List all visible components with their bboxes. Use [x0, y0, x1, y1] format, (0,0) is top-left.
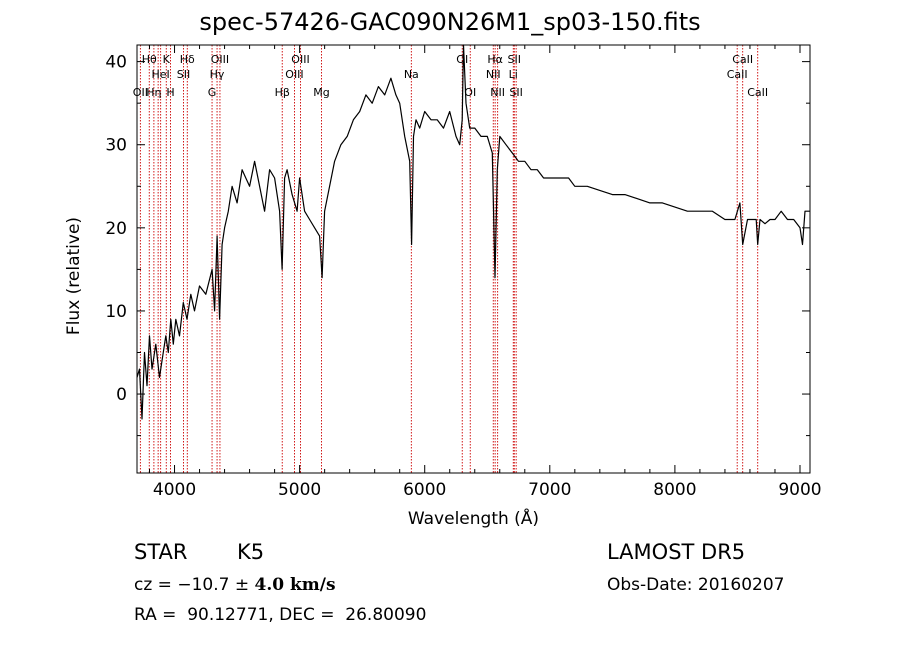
chart-title: spec-57426-GAC090N26M1_sp03-150.fits — [199, 8, 701, 36]
y-tick-label: 20 — [105, 219, 127, 239]
line-marker-label: Li — [509, 68, 518, 81]
cz-value: cz = −10.7 ± — [134, 575, 255, 595]
y-tick-label: 30 — [105, 136, 127, 156]
obs-date: Obs-Date: 20160207 — [607, 575, 785, 595]
line-marker-label: NII — [490, 86, 505, 99]
ra-dec: RA = 90.12771, DEC = 26.80090 — [134, 605, 427, 625]
x-axis-label: Wavelength (Å) — [407, 509, 540, 529]
line-marker-label: NII — [486, 68, 501, 81]
y-axis-label: Flux (relative) — [64, 216, 84, 336]
line-marker-label: OI — [456, 53, 468, 66]
line-marker-label: SII — [508, 53, 521, 66]
survey-name: LAMOST DR5 — [607, 540, 746, 564]
line-marker-label: K — [163, 53, 171, 66]
line-marker-label: OIII — [211, 53, 229, 66]
line-marker-labels: OIIHθHηHeIKHSIIHδGHγOIIIHβOIIIOIIIMgNaOI… — [133, 53, 768, 99]
y-axis-ticks: 0 10 20 30 40 — [105, 53, 810, 437]
line-marker-label: OIII — [291, 53, 309, 66]
x-axis-ticks: 4000 5000 6000 7000 8000 9000 — [149, 45, 822, 500]
x-tick-label: 7000 — [528, 480, 571, 500]
cz-error: 4.0 km/s — [254, 575, 336, 595]
line-marker-label: OIII — [285, 68, 303, 81]
line-marker-label: Hδ — [180, 53, 195, 66]
y-tick-label: 40 — [105, 53, 127, 73]
object-subclass: K5 — [237, 540, 265, 564]
line-marker-label: SII — [509, 86, 522, 99]
line-marker-label: CaII — [732, 53, 753, 66]
redshift-cz: cz = −10.7 ± 4.0 km/s — [134, 575, 336, 595]
spectrum-line — [136, 44, 810, 420]
line-marker-label: G — [208, 86, 217, 99]
x-tick-label: 8000 — [653, 480, 696, 500]
line-marker-label: Mg — [313, 86, 329, 99]
line-marker-label: Hα — [487, 53, 503, 66]
line-marker-label: Hη — [146, 86, 161, 99]
line-marker-label: CaII — [747, 86, 768, 99]
line-marker-label: Na — [404, 68, 419, 81]
line-marker-label: SII — [177, 68, 190, 81]
line-marker-label: Hβ — [275, 86, 290, 99]
object-class: STAR — [134, 540, 188, 564]
y-tick-label: 0 — [116, 385, 127, 405]
line-marker-label: OI — [464, 86, 476, 99]
line-marker-label: Hγ — [210, 68, 225, 81]
y-tick-label: 10 — [105, 302, 127, 322]
x-tick-label: 9000 — [778, 480, 821, 500]
line-marker-label: H — [166, 86, 174, 99]
x-tick-label: 5000 — [278, 480, 321, 500]
plot-frame — [136, 44, 811, 474]
line-marker-label: Hθ — [142, 53, 157, 66]
x-tick-label: 6000 — [403, 480, 446, 500]
line-marker-label: HeI — [151, 68, 169, 81]
line-marker-label: CaII — [727, 68, 748, 81]
x-tick-label: 4000 — [153, 480, 196, 500]
line-markers — [139, 45, 759, 473]
